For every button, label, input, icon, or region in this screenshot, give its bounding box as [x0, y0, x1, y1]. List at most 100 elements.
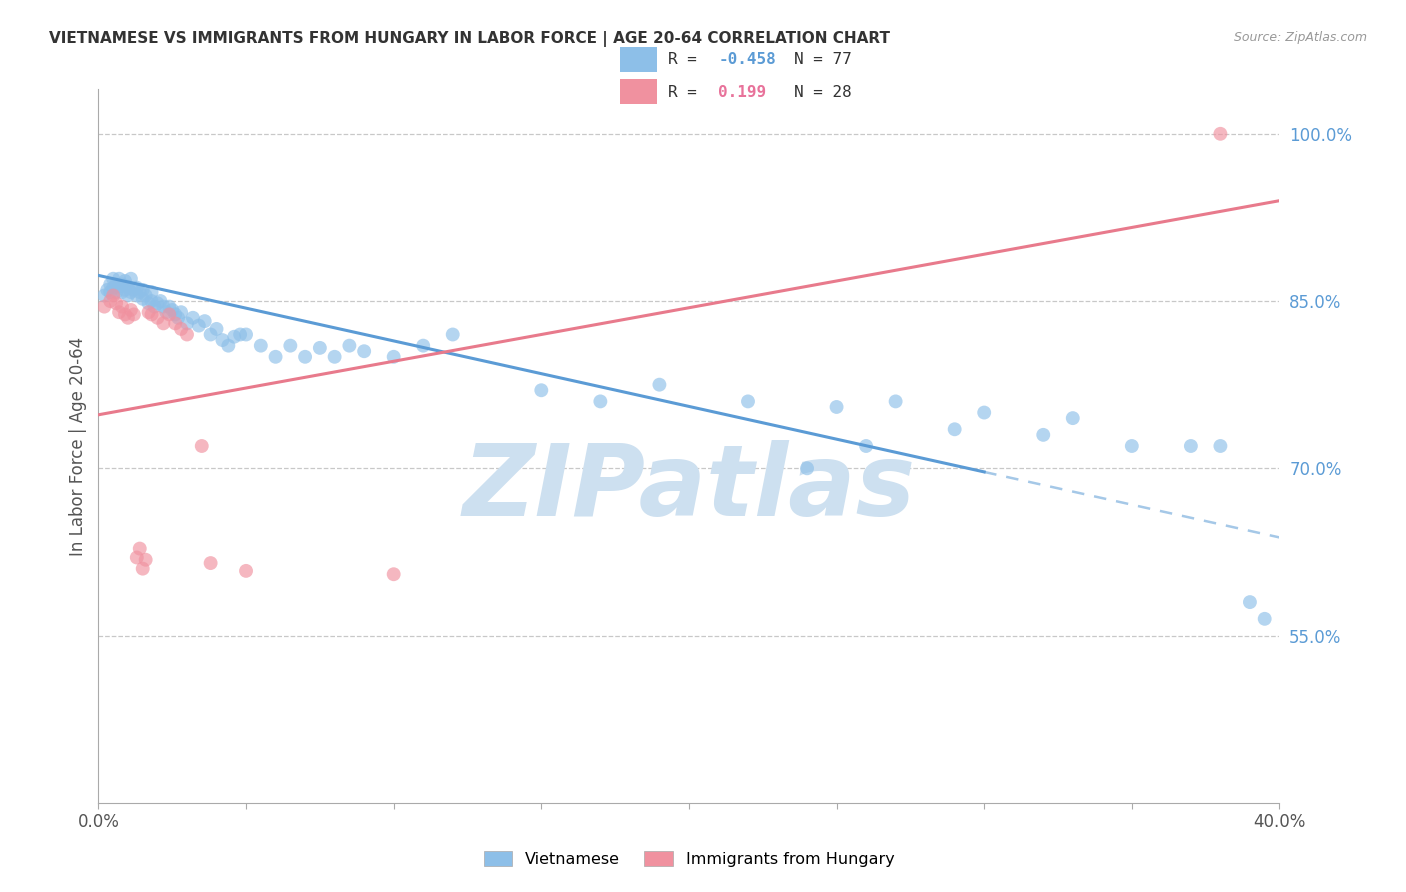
Text: R =: R =	[668, 85, 716, 100]
Point	[114, 307, 136, 322]
Point	[141, 285, 163, 299]
Point	[143, 300, 166, 314]
Point	[973, 405, 995, 419]
Point	[155, 305, 177, 319]
Text: Source: ZipAtlas.com: Source: ZipAtlas.com	[1233, 31, 1367, 45]
Point	[103, 271, 125, 285]
Point	[146, 296, 169, 310]
Point	[138, 296, 160, 310]
Point	[98, 277, 121, 292]
Point	[211, 333, 233, 347]
Point	[235, 564, 257, 578]
Point	[114, 274, 136, 288]
Point	[135, 552, 157, 567]
Point	[412, 338, 434, 352]
Point	[382, 350, 405, 364]
Point	[125, 550, 148, 565]
Point	[93, 288, 115, 302]
Point	[181, 310, 204, 325]
Point	[93, 300, 115, 314]
Point	[205, 322, 228, 336]
Point	[141, 293, 163, 308]
Point	[165, 307, 187, 322]
Point	[224, 330, 246, 344]
Point	[120, 271, 142, 285]
Point	[796, 461, 818, 475]
Text: VIETNAMESE VS IMMIGRANTS FROM HUNGARY IN LABOR FORCE | AGE 20-64 CORRELATION CHA: VIETNAMESE VS IMMIGRANTS FROM HUNGARY IN…	[49, 31, 890, 47]
Point	[128, 541, 150, 556]
Point	[1254, 612, 1277, 626]
Point	[441, 327, 464, 342]
Point	[120, 285, 142, 299]
Point	[125, 280, 148, 294]
Point	[111, 285, 134, 299]
Point	[117, 288, 139, 302]
Point	[122, 307, 145, 322]
Point	[149, 293, 172, 308]
Point	[108, 271, 131, 285]
Point	[138, 305, 160, 319]
Point	[294, 350, 316, 364]
Point	[120, 303, 142, 318]
Y-axis label: In Labor Force | Age 20-64: In Labor Force | Age 20-64	[69, 336, 87, 556]
Point	[1180, 439, 1202, 453]
Point	[191, 439, 214, 453]
Legend: Vietnamese, Immigrants from Hungary: Vietnamese, Immigrants from Hungary	[477, 845, 901, 873]
Point	[264, 350, 287, 364]
Point	[165, 316, 187, 330]
Point	[162, 303, 183, 318]
Point	[353, 344, 375, 359]
Point	[1062, 411, 1084, 425]
Point	[157, 307, 180, 322]
Point	[176, 327, 198, 342]
Point	[170, 322, 193, 336]
Point	[1239, 595, 1261, 609]
Point	[589, 394, 612, 409]
Point	[170, 305, 193, 319]
Point	[323, 350, 346, 364]
Point	[132, 292, 155, 306]
Point	[648, 377, 671, 392]
Point	[152, 300, 174, 314]
Point	[105, 285, 128, 299]
Point	[117, 279, 139, 293]
Point	[105, 277, 128, 292]
Point	[141, 307, 163, 322]
Point	[167, 310, 190, 325]
Point	[122, 283, 145, 297]
Bar	[620, 46, 657, 72]
Point	[1121, 439, 1143, 453]
Point	[96, 283, 118, 297]
Point	[135, 288, 157, 302]
Point	[103, 288, 125, 302]
Text: 0.199: 0.199	[718, 85, 766, 100]
Point	[339, 338, 361, 352]
Point	[152, 316, 174, 330]
Point	[382, 567, 405, 582]
Point	[825, 400, 848, 414]
Point	[98, 293, 121, 308]
Text: N = 77: N = 77	[794, 52, 852, 67]
Point	[235, 327, 257, 342]
Point	[250, 338, 273, 352]
Point	[117, 310, 139, 325]
Point	[111, 277, 134, 292]
Point	[200, 556, 222, 570]
Point	[217, 338, 239, 352]
Point	[108, 279, 131, 293]
Point	[125, 288, 148, 302]
Text: ZIPatlas: ZIPatlas	[463, 441, 915, 537]
Point	[132, 562, 155, 576]
Point	[943, 422, 966, 436]
Point	[884, 394, 907, 409]
Point	[157, 300, 180, 314]
Point	[98, 285, 121, 299]
Point	[105, 296, 128, 310]
Point	[1032, 427, 1054, 442]
Point	[737, 394, 759, 409]
Text: -0.458: -0.458	[718, 52, 776, 67]
Point	[187, 318, 209, 333]
Point	[194, 314, 217, 328]
Point	[108, 305, 131, 319]
Text: N = 28: N = 28	[794, 85, 852, 100]
